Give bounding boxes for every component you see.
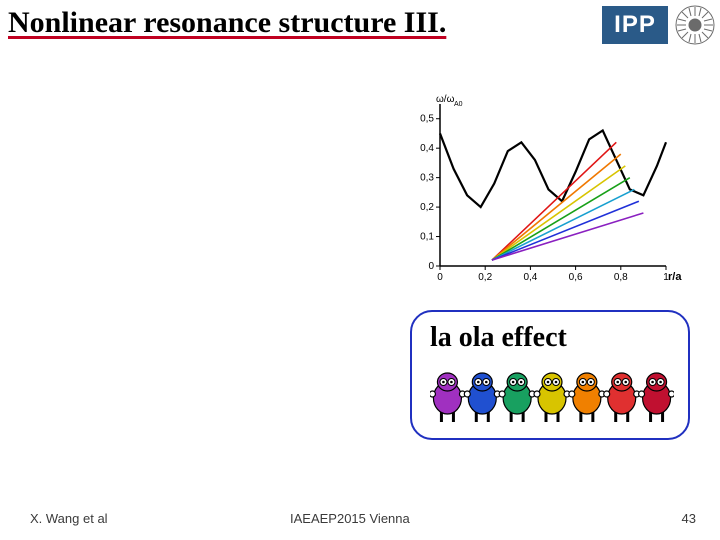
svg-text:0: 0 — [428, 261, 434, 272]
svg-text:0,8: 0,8 — [614, 272, 628, 283]
mascot-icon — [569, 373, 605, 422]
svg-text:ω/ω: ω/ω — [436, 94, 455, 105]
svg-text:0,1: 0,1 — [420, 232, 434, 243]
svg-text:r/a: r/a — [668, 271, 682, 283]
svg-text:0: 0 — [437, 272, 443, 283]
svg-text:0,2: 0,2 — [478, 272, 492, 283]
svg-text:A0: A0 — [454, 101, 463, 108]
ipp-logo: IPP — [602, 6, 668, 44]
svg-text:0,4: 0,4 — [420, 143, 434, 154]
slide-root: Nonlinear resonance structure III. IPP — [0, 0, 720, 540]
footer-author: X. Wang et al — [30, 511, 108, 526]
svg-text:0,6: 0,6 — [569, 272, 583, 283]
footer-page-number: 43 — [682, 511, 696, 526]
mascot-icon — [464, 373, 500, 422]
svg-text:0,3: 0,3 — [420, 173, 434, 184]
mascot-icon — [534, 373, 570, 422]
mascot-row — [430, 360, 674, 426]
mascot-icon — [639, 373, 674, 422]
mascot-icon — [430, 373, 465, 422]
la-ola-panel: la ola effect — [410, 310, 690, 440]
mascot-icon — [604, 373, 640, 422]
resonance-chart: 00,10,20,30,40,500,20,40,60,81ω/ωA0r/a — [402, 90, 692, 290]
sunburst-logo-icon — [674, 4, 716, 46]
page-title: Nonlinear resonance structure III. — [8, 6, 446, 40]
la-ola-title: la ola effect — [430, 322, 674, 354]
mascot-icon — [499, 373, 535, 422]
svg-text:0,5: 0,5 — [420, 114, 434, 125]
svg-text:0,4: 0,4 — [523, 272, 537, 283]
footer-conference: IAEAEP2015 Vienna — [290, 511, 410, 526]
svg-text:0,2: 0,2 — [420, 202, 434, 213]
